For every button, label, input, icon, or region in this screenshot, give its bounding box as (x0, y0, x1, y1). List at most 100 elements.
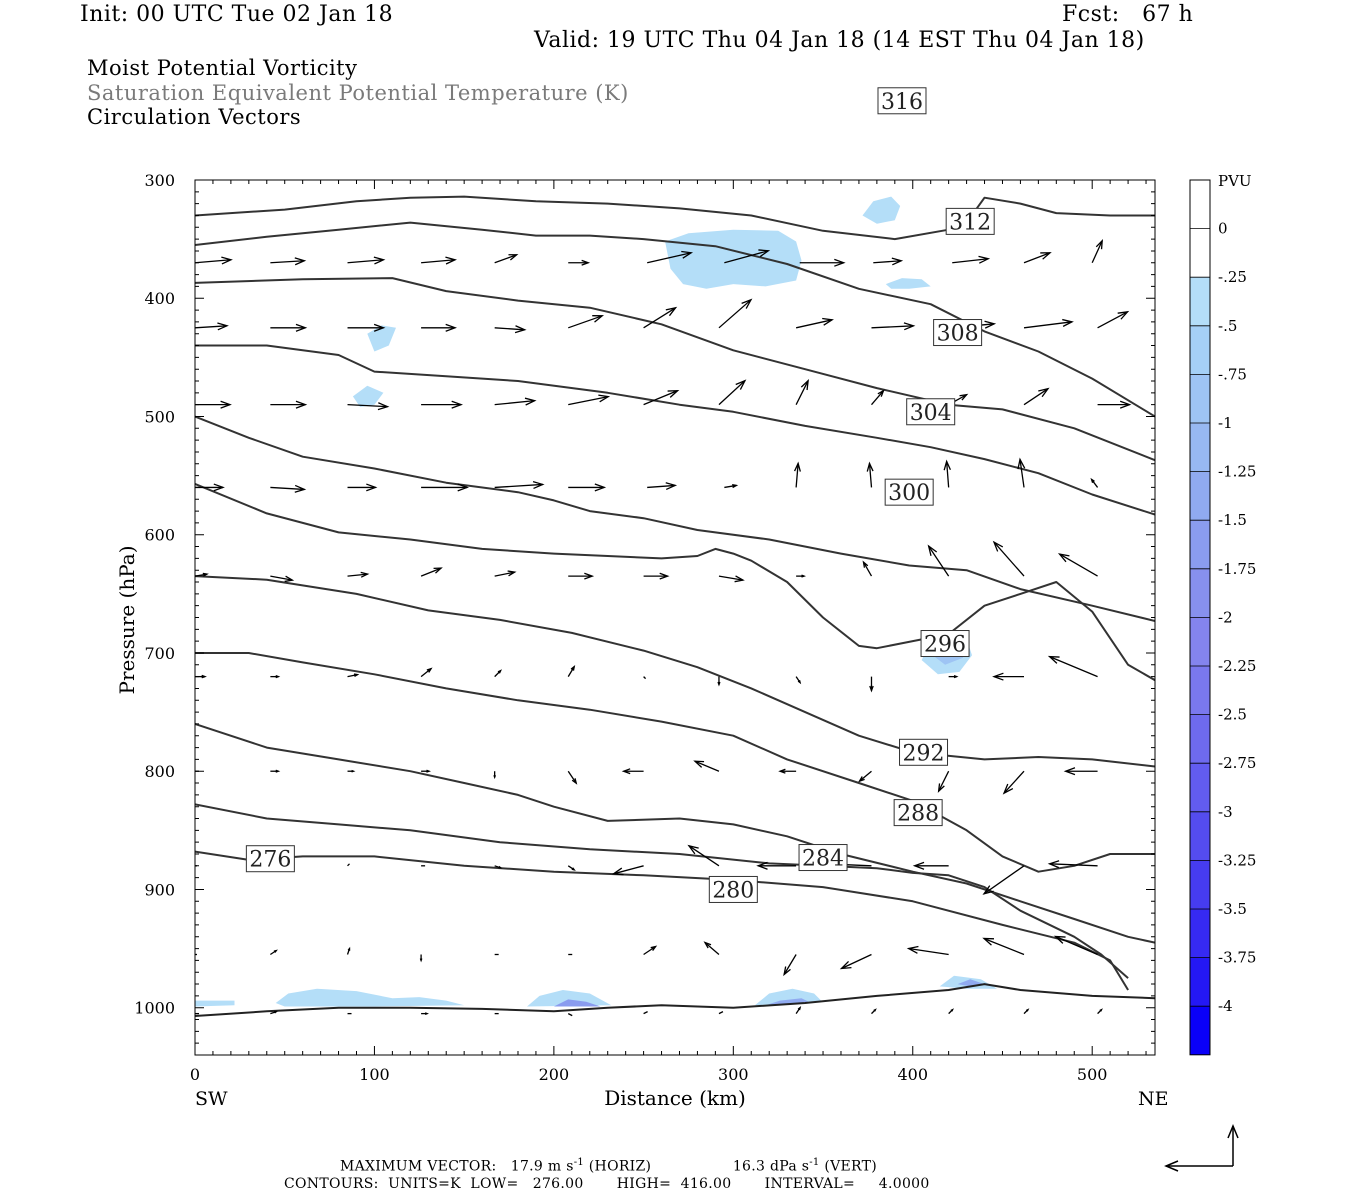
vector-2 (347, 256, 386, 265)
svg-text:284: 284 (802, 847, 844, 872)
vector-4 (494, 254, 519, 264)
vector-101 (912, 861, 949, 870)
vector-8 (799, 258, 846, 267)
vector-30 (494, 397, 537, 406)
vector-80 (347, 769, 356, 773)
vector-33 (718, 379, 747, 406)
pv-region-10 (553, 999, 601, 1007)
colorbar-label-9: -2.25 (1218, 657, 1256, 675)
svg-text:312: 312 (949, 210, 991, 235)
colorbar-label-16: -4 (1218, 997, 1233, 1015)
vector-110 (643, 945, 658, 956)
colorbar-label-3: -.75 (1218, 365, 1247, 383)
vector-125 (795, 1006, 802, 1014)
colorbar-label-1: -.25 (1218, 268, 1247, 286)
colorbar-swatch-14 (1190, 860, 1210, 909)
vector-55 (420, 567, 443, 577)
vector-120 (421, 1012, 429, 1015)
vector-99 (756, 861, 797, 870)
vector-83 (567, 770, 578, 785)
vector-27 (270, 400, 308, 409)
x-tick-label-400: 400 (897, 1065, 928, 1084)
vector-63 (992, 540, 1025, 577)
axis-ticks (194, 179, 1155, 1056)
vector-64 (1057, 553, 1098, 577)
vector-82 (493, 771, 496, 780)
x-tick-label-300: 300 (718, 1065, 749, 1084)
plot-background (195, 180, 1155, 1055)
vector-37 (1023, 387, 1050, 406)
svg-text:304: 304 (910, 401, 952, 426)
vector-66 (270, 675, 281, 679)
vector-112 (783, 954, 797, 977)
max-vert-unit: (VERT) (824, 1158, 877, 1175)
colorbar-swatch-17 (1190, 1006, 1210, 1055)
vector-14 (270, 323, 308, 332)
pv-region-8 (275, 988, 465, 1007)
vector-7 (724, 249, 771, 264)
vector-17 (494, 325, 527, 334)
vector-62 (927, 544, 950, 577)
contours-info-line: CONTOURS: UNITS=K LOW= 276.00 HIGH= 416.… (284, 1176, 930, 1192)
vector-93 (347, 863, 350, 867)
max-horiz-value: 17.9 m s (510, 1158, 574, 1175)
vector-51 (1090, 477, 1099, 488)
pv-region-9 (527, 990, 612, 1007)
vector-39 (195, 483, 225, 492)
vector-73 (795, 676, 802, 685)
vector-103 (1047, 860, 1098, 869)
colorbar-swatch-1 (1190, 228, 1210, 278)
vector-47 (793, 461, 801, 488)
colorbar-swatch-7 (1190, 520, 1210, 569)
x-axis-right-label: NE (1138, 1088, 1169, 1110)
vector-field-label: Circulation Vectors (87, 105, 302, 129)
x-axis-left-label: SW (195, 1088, 228, 1110)
pv-region-12 (765, 998, 809, 1006)
vector-86 (778, 768, 797, 774)
vector-102 (982, 865, 1025, 895)
vector-13 (195, 322, 229, 331)
theta-contour-296 (195, 482, 1155, 682)
theta-contour-288 (195, 652, 1155, 873)
vector-52 (195, 572, 209, 577)
contour-label-284: 284 (798, 844, 848, 872)
init-time: Init: 00 UTC Tue 02 Jan 18 (80, 2, 394, 27)
contour-label-304: 304 (906, 398, 956, 426)
vector-43 (494, 480, 545, 490)
vector-16 (421, 323, 457, 332)
vector-29 (421, 400, 463, 409)
colorbar-swatch-10 (1190, 666, 1210, 715)
circulation-vector-layer (195, 239, 1132, 1017)
colorbar-label-4: -1 (1218, 414, 1233, 432)
vector-38 (1097, 400, 1132, 409)
colorbar-swatch-13 (1190, 811, 1210, 861)
vector-89 (1002, 770, 1025, 795)
max-vert-value: 16.3 dPa s (732, 1158, 810, 1175)
theta-contour-300 (195, 415, 1155, 622)
y-tick-label-800: 800 (144, 762, 175, 781)
theta-contour-316 (195, 195, 1155, 241)
colorbar-swatch-6 (1190, 471, 1210, 521)
shaded-field-label: Moist Potential Vorticity (87, 56, 358, 80)
vector-28 (347, 402, 390, 411)
y-tick-label-700: 700 (144, 644, 175, 663)
max-horiz-unit: (HORIZ) (588, 1158, 652, 1175)
colorbar-label-0: 0 (1218, 220, 1228, 238)
vector-6 (647, 250, 694, 264)
colorbar-swatch-8 (1190, 568, 1210, 618)
colorbar-label-7: -1.75 (1218, 560, 1256, 578)
theta-contour-312 (195, 221, 1155, 418)
vector-76 (992, 672, 1025, 681)
contour-label-292: 292 (899, 738, 949, 766)
colorbar-label-14: -3.5 (1218, 900, 1247, 918)
y-axis-title: Pressure (hPa) (115, 546, 139, 695)
pv-region-2 (885, 278, 931, 289)
vector-72 (717, 676, 721, 687)
vector-61 (862, 560, 873, 577)
svg-text:296: 296 (924, 633, 966, 658)
svg-text:308: 308 (937, 322, 979, 347)
vector-50 (1017, 457, 1026, 488)
vector-129 (1097, 1008, 1103, 1015)
colorbar-label-8: -2 (1218, 608, 1233, 626)
colorbar-swatch-2 (1190, 277, 1210, 326)
